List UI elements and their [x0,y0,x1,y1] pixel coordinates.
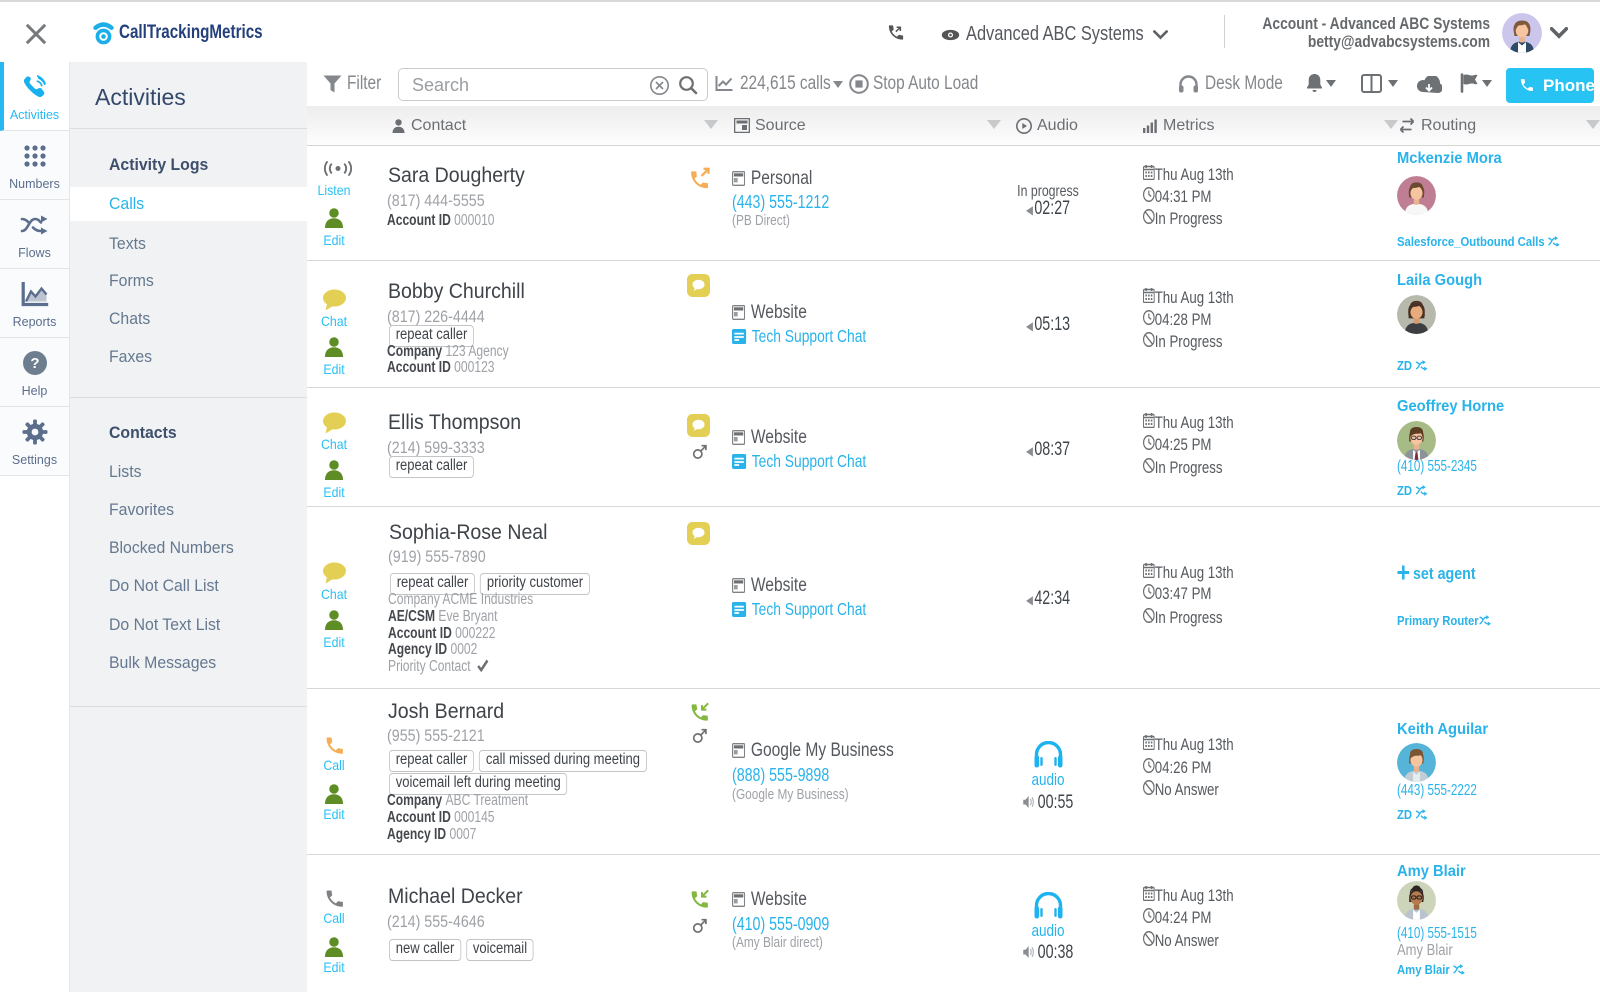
svg-text:?: ? [30,355,39,372]
